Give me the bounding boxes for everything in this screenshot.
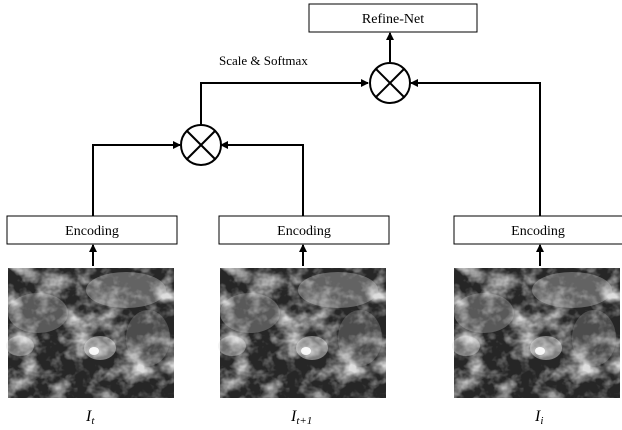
edge-encoder3-to-upper-operator — [410, 79, 541, 216]
encoder-1-label: Encoding — [65, 224, 119, 239]
encoder-1: Encoding — [6, 215, 178, 245]
encoder-2-label: Encoding — [277, 224, 331, 239]
connectors — [89, 32, 544, 266]
encoder-3-label: Encoding — [511, 224, 565, 239]
encoder-2: Encoding — [218, 215, 390, 245]
edge-encoder1-to-lower-operator — [92, 141, 181, 216]
input-image-1 — [6, 268, 174, 398]
multiply-operator-upper — [369, 62, 411, 104]
edge-encoder2-to-lower-operator — [220, 141, 304, 216]
refine-net-box — [308, 3, 478, 33]
encoder-1-box — [6, 215, 178, 245]
input-label-1: It — [85, 408, 95, 427]
scale-softmax-caption: Scale & Softmax — [219, 53, 308, 68]
edge-lower-to-upper-operator — [200, 79, 369, 125]
refine-net-label: Refine-Net — [362, 12, 424, 27]
encoder-3: Encoding — [453, 215, 622, 245]
input-label-2: It+1 — [290, 408, 312, 427]
multiply-operator-lower — [180, 124, 222, 166]
encoder-3-box — [453, 215, 622, 245]
input-label-3: Ii — [534, 408, 543, 427]
input-image-3 — [452, 268, 620, 398]
encoder-2-box — [218, 215, 390, 245]
input-image-2 — [218, 268, 386, 398]
refine-net-node: Refine-Net — [308, 3, 478, 33]
